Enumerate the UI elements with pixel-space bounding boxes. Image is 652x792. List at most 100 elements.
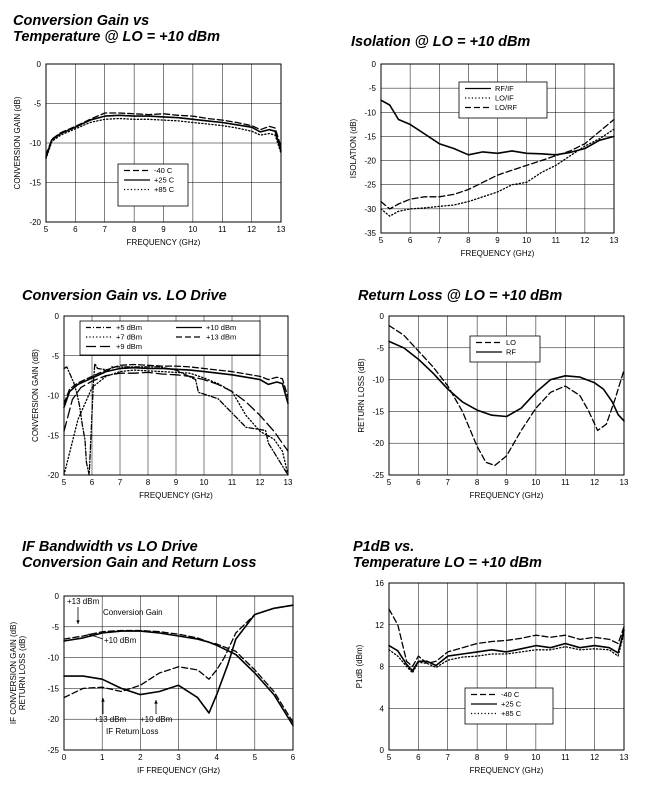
y-tick-label: -15 (47, 431, 59, 440)
x-tick-label: 10 (188, 225, 197, 234)
x-tick-label: 11 (228, 478, 237, 487)
y-tick-label: -20 (29, 218, 41, 227)
x-tick-label: 12 (580, 236, 589, 245)
chart-2: Isolation @ LO = +10 dBm 5 6 7 8 9 10 11 12 13 0 -5… (349, 34, 619, 258)
y-tick-label: 8 (380, 663, 385, 672)
series-line-4 (63, 366, 289, 409)
x-tick-label: 8 (475, 753, 480, 762)
y-tick-label: -15 (47, 684, 59, 693)
y-tick-label: 0 (55, 312, 60, 321)
x-tick-label: 3 (176, 753, 181, 762)
x-tick-label: 13 (284, 478, 293, 487)
series-line-1 (388, 324, 625, 467)
plot-frame (388, 315, 625, 476)
x-tick-label: 12 (247, 225, 256, 234)
annotation-rl-13: +13 dBm (94, 715, 127, 724)
legend-label: +25 C (501, 700, 522, 709)
x-axis-label: IF FREQUENCY (GHz) (137, 766, 220, 775)
x-axis-label: FREQUENCY (GHz) (127, 238, 201, 247)
chart-title: Isolation @ LO = +10 dBm (351, 34, 530, 50)
x-tick-label: 7 (446, 753, 451, 762)
y-tick-label: -20 (47, 715, 59, 724)
plot-frame (63, 595, 294, 751)
x-tick-label: 6 (73, 225, 78, 234)
y-tick-label: -15 (364, 132, 376, 141)
annotation-arrowhead (154, 700, 158, 704)
series-line-3 (45, 117, 282, 160)
x-tick-label: 8 (475, 478, 480, 487)
y-tick-label: -10 (47, 392, 59, 401)
x-tick-label: 12 (256, 478, 265, 487)
y-axis-label: P1dB (dBm) (355, 644, 364, 688)
x-axis-label: FREQUENCY (GHz) (470, 766, 544, 775)
x-tick-label: 5 (62, 478, 67, 487)
series-line-3 (380, 118, 615, 210)
x-tick-label: 5 (253, 753, 258, 762)
y-tick-label: -20 (364, 157, 376, 166)
y-tick-label: -25 (372, 471, 384, 480)
y-axis-label: RETURN LOSS (dB) (357, 358, 366, 433)
chart-3: Conversion Gain vs. LO Drive 5 6 7 8 9 10 11 12 1… (22, 288, 293, 500)
x-tick-label: 6 (416, 753, 421, 762)
legend-box (79, 320, 261, 356)
legend-label: +85 C (501, 709, 522, 718)
x-tick-label: 13 (610, 236, 619, 245)
x-tick-label: 12 (590, 753, 599, 762)
chart-title: P1dB vs. (353, 539, 414, 555)
y-tick-label: -35 (364, 229, 376, 238)
y-tick-label: -5 (34, 100, 42, 109)
legend-label: +85 C (154, 185, 175, 194)
y-tick-label: -5 (369, 84, 377, 93)
y-tick-label: -10 (29, 139, 41, 148)
y-tick-label: -15 (29, 179, 41, 188)
y-tick-label: -5 (377, 344, 385, 353)
y-axis-label: ISOLATION (dB) (349, 118, 358, 178)
x-tick-label: 4 (214, 753, 219, 762)
x-tick-label: 5 (387, 478, 392, 487)
legend-label: LO (506, 338, 516, 347)
chart-4: Return Loss @ LO = +10 dBm 5 6 7 8 9 10 11 12 13 0… (357, 288, 629, 500)
x-tick-label: 9 (504, 478, 509, 487)
series-line-2 (388, 629, 625, 672)
x-tick-label: 13 (277, 225, 286, 234)
y-axis-label: RETURN LOSS (dB) (18, 636, 27, 711)
legend-label: LO/RF (495, 103, 518, 112)
y-tick-label: -25 (364, 181, 376, 190)
x-tick-label: 10 (522, 236, 531, 245)
series-line-2 (388, 340, 625, 422)
series-line-2 (45, 114, 282, 158)
series-line-2 (63, 369, 289, 476)
annotation-arrowhead (88, 633, 92, 637)
y-tick-label: -10 (372, 376, 384, 385)
legend: -40 C+25 C+85 C (117, 163, 189, 207)
legend-label: +25 C (154, 176, 175, 185)
chart-title: Conversion Gain vs (13, 13, 149, 29)
plot-frame (45, 63, 282, 223)
series-line-1 (380, 99, 615, 156)
plot-frame (388, 582, 625, 751)
x-tick-label: 7 (118, 478, 123, 487)
x-tick-label: 9 (504, 753, 509, 762)
y-tick-label: 12 (375, 621, 384, 630)
legend: -40 C+25 C+85 C (464, 687, 554, 725)
x-tick-label: 7 (446, 478, 451, 487)
x-tick-label: 8 (132, 225, 137, 234)
chart-title: IF Bandwidth vs LO Drive (22, 539, 198, 555)
x-tick-label: 0 (62, 753, 67, 762)
x-tick-label: 5 (379, 236, 384, 245)
series-line-3 (63, 371, 289, 452)
x-tick-label: 5 (387, 753, 392, 762)
y-tick-label: 0 (37, 60, 42, 69)
x-tick-label: 5 (44, 225, 49, 234)
x-axis-label: FREQUENCY (GHz) (139, 491, 213, 500)
y-tick-label: 16 (375, 579, 384, 588)
legend-label: +13 dBm (206, 333, 236, 342)
y-tick-label: 4 (380, 704, 385, 713)
annotation-arrowhead (76, 620, 80, 624)
legend-label: +10 dBm (206, 323, 236, 332)
legend-box (464, 687, 554, 725)
series-line-5 (63, 363, 289, 405)
annotation-cg-10: +10 dBm (104, 636, 137, 645)
